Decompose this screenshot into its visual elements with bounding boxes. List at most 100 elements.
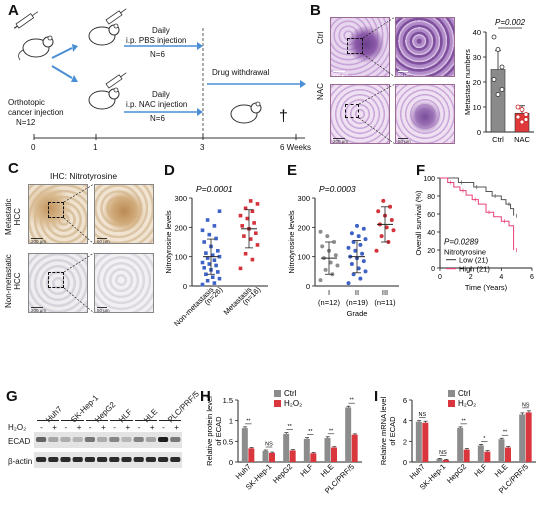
scale-bar [333,71,345,72]
legend-label: H₂O₂ [458,399,476,408]
bar [310,453,317,462]
y-tick-label: 1 [229,417,233,426]
p-value: P=0.002 [495,18,526,27]
wb-band-actin [145,457,156,462]
wb-band-ecad [133,437,144,442]
data-point [217,276,222,281]
data-point [389,218,394,222]
panel-label-e: E [287,162,298,179]
scale-bar [333,138,345,139]
bar [484,451,491,462]
category-label: Ctrl [492,135,504,144]
roi-box [48,272,64,288]
row-label-metastatic: Metastatic HCC [4,198,22,235]
bar [241,428,248,462]
data-point [205,218,210,222]
y-tick-label: 1.5 [223,396,233,405]
data-point [346,281,351,286]
bar [519,414,526,462]
bar [303,438,310,462]
data-point [214,263,218,268]
y-tick-label: 0 [306,282,310,291]
data-point [363,237,368,242]
y-tick-label: 20 [427,248,435,255]
wb-treatment-sign: - [64,423,68,432]
y-tick-label: 20 [473,78,481,87]
category-label: HLF [472,462,489,479]
data-point [351,240,356,244]
label-cancer-injection: cancer injection [8,108,64,117]
data-point [355,223,359,228]
wb-band-ecad [158,437,169,442]
data-point [254,231,258,235]
bar [331,447,337,462]
p-value: P=0.0001 [196,184,233,194]
wb-band-ecad [121,437,132,442]
significance-mark: NS [522,402,530,408]
y-axis-label: Nitrotyrosine levels [287,210,296,274]
category-label: I [328,288,330,297]
y-tick-label: 2 [403,437,407,446]
y-axis-label: Relative mRNA level [379,396,388,465]
survival-curve [440,177,515,216]
data-point [379,234,384,239]
y-tick-label: 0 [477,128,481,137]
wb-band-actin [133,457,144,462]
scale-label-200: 200 μm [31,239,47,244]
wb-treatment-sign: + [149,423,155,432]
timeline-label-0: 0 [31,143,36,152]
he-image-nac-low [330,84,390,144]
data-point [335,263,340,268]
label-daily-nac: Daily [152,90,170,99]
row-label-nac: NAC [316,83,325,100]
panel-label-g: G [6,388,18,405]
data-point [214,236,218,241]
y-tick-label: 4 [403,417,407,426]
data-point [349,262,354,266]
data-point [250,257,255,262]
scale-label-200: 200 μm [31,308,47,313]
syringe-icon [13,11,39,29]
syringe-icon [105,72,127,89]
y-tick-label: 40 [473,28,481,37]
significance-mark: ** [246,418,251,424]
wb-group-underline [110,420,133,421]
bar [351,434,358,462]
scale-bar [31,238,43,239]
data-point [238,266,243,271]
y-axis-label: of ECAD [214,416,223,446]
wb-group-underline [159,420,182,421]
data-point [519,107,525,112]
wb-group-underline [85,420,109,421]
wb-actin-label: β-actin [8,457,33,466]
y-tick-label: 60 [427,212,435,219]
data-point [242,234,246,238]
data-point [328,260,333,265]
timeline-label-6: 6 Weeks [280,143,311,152]
p-value: P=0.0003 [319,184,356,194]
label-daily-pbs: Daily [152,26,170,35]
scale-bar [97,238,107,239]
label-orthotopic: Orthotopic [8,98,45,107]
y-tick-label: 0 [229,458,233,467]
data-point [212,281,217,285]
bar [283,433,290,462]
y-tick-label: 100 [423,176,435,183]
x-axis-label: Grade [347,309,368,318]
data-point [210,275,215,279]
mouse-icon [18,35,54,61]
wb-cell-line-label: HLE [141,406,160,425]
legend-label: Ctrl [284,389,297,398]
panel-label-b: B [310,2,321,19]
x-tick-label: 2 [469,274,473,281]
x-tick-label: 4 [499,274,503,281]
y-tick-label: 100 [174,253,187,262]
data-point [360,251,365,256]
data-point [205,278,210,283]
scale-label-50: 50 μm [398,72,411,77]
y-axis-label: Overall survival (%) [414,190,423,256]
wb-treatment-sign: - [137,423,141,432]
x-axis-label: Time (Years) [465,283,508,292]
significance-mark: NS [439,450,447,456]
